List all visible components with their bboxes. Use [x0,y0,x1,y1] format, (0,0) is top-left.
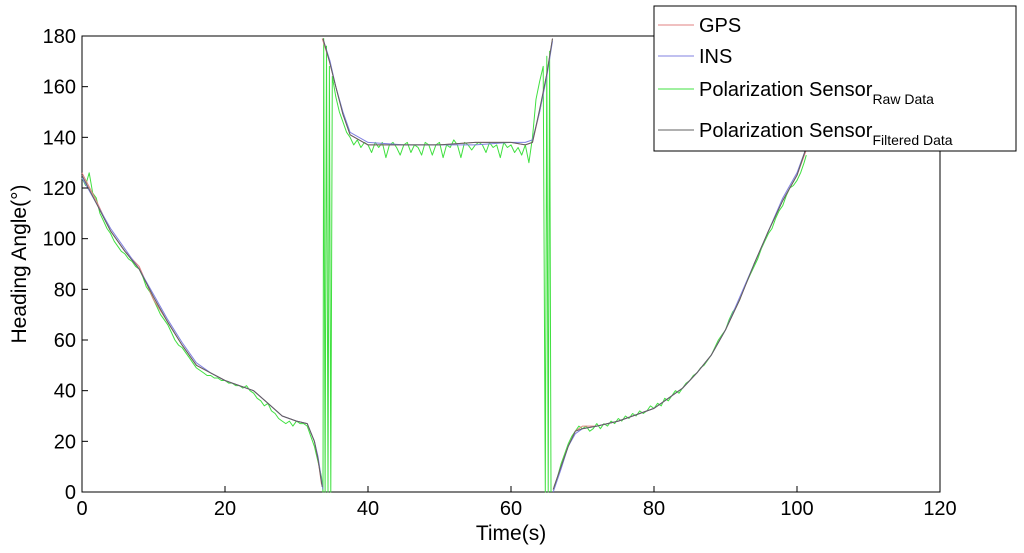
x-tick-label: 40 [357,498,379,520]
x-tick-label: 20 [214,498,236,520]
series-layer [81,38,807,493]
legend-label-main: Polarization Sensor [699,120,873,142]
series-line-ins [81,177,324,490]
x-tick-label: 0 [76,498,87,520]
series-line-polarization-sensor-raw-data [553,154,807,488]
series-line-gps [321,38,553,146]
x-axis-label: Time(s) [476,522,546,545]
y-tick-label: 160 [43,77,76,99]
series-line-polarization-sensor-filtered-data [81,175,323,487]
legend-label: Polarization SensorFiltered Data [699,120,953,148]
legend-label-main: Polarization Sensor [699,79,873,101]
series-line-gps [81,172,322,485]
y-tick-label: 100 [43,229,76,251]
legend-label-subscript: Raw Data [872,91,934,107]
y-tick-label: 0 [65,482,76,504]
y-axis-label: Heading Angle(°) [8,185,31,344]
series-line-ins [552,147,807,493]
legend-label-main: GPS [699,15,741,37]
x-tick-label: 100 [780,498,813,520]
x-tick-label: 120 [923,498,956,520]
y-tick-label: 20 [54,431,76,453]
legend-label: INS [699,46,732,68]
legend-label-subscript: Filtered Data [872,132,952,148]
series-line-ins [323,40,553,146]
y-tick-label: 120 [43,178,76,200]
series-line-polarization-sensor-raw-data [81,38,552,493]
x-tick-label: 60 [500,498,522,520]
ticks-layer: 0 20 40 60 80 100 120 0 20 40 60 80 100 120 140 160 180 [43,26,957,520]
series-line-gps [552,149,807,490]
legend-box [653,5,1017,152]
series-line-polarization-sensor-filtered-data [322,38,553,146]
y-tick-label: 60 [54,330,76,352]
x-tick-label: 80 [643,498,665,520]
y-tick-label: 80 [54,279,76,301]
y-tick-label: 40 [54,381,76,403]
legend-label: GPS [699,15,741,37]
y-tick-label: 180 [43,26,76,48]
y-tick-label: 140 [43,127,76,149]
series-line-polarization-sensor-filtered-data [552,147,807,490]
legend-label: Polarization SensorRaw Data [699,79,934,107]
legend-label-main: INS [699,46,732,68]
